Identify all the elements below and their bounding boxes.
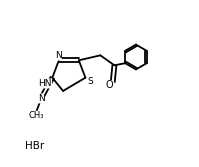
Text: S: S: [88, 77, 94, 86]
Text: N: N: [38, 94, 44, 103]
Text: N: N: [55, 51, 61, 60]
Text: HBr: HBr: [25, 141, 44, 151]
Text: O: O: [106, 80, 114, 91]
Text: CH₃: CH₃: [29, 111, 44, 120]
Text: HN: HN: [38, 79, 52, 88]
